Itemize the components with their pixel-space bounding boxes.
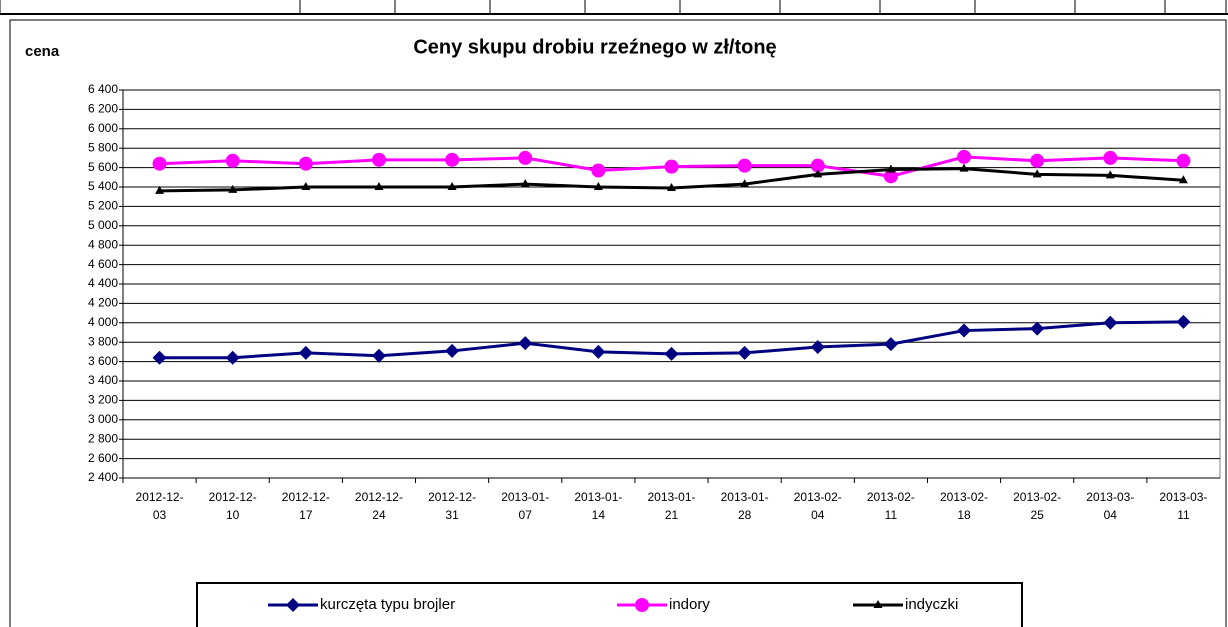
- y-axis-label: cena: [25, 43, 60, 60]
- point: [591, 344, 606, 359]
- x-tick-label: 2013-02- 11: [866, 490, 915, 522]
- point: [518, 150, 533, 165]
- x-tick-label: 2012-12- 17: [281, 490, 330, 522]
- y-tick-label: 5 000: [88, 218, 118, 232]
- point: [152, 350, 167, 365]
- y-tick-label: 2 400: [88, 470, 118, 484]
- point: [664, 346, 679, 361]
- point: [301, 182, 311, 190]
- point: [298, 345, 313, 360]
- y-tick-label: 4 800: [88, 237, 118, 251]
- point: [1030, 153, 1045, 168]
- x-tick-label: 2013-01- 21: [647, 490, 696, 522]
- point: [873, 600, 883, 608]
- point: [591, 163, 606, 178]
- point: [664, 159, 679, 174]
- y-tick-label: 5 800: [88, 140, 118, 154]
- point: [1176, 314, 1191, 329]
- y-tick-label: 4 600: [88, 257, 118, 271]
- point: [957, 323, 972, 338]
- legend-label: indyczki: [905, 596, 958, 613]
- point: [886, 164, 896, 173]
- sheet-strip: [0, 0, 1228, 15]
- x-tick-label: 2013-03- 04: [1086, 490, 1135, 522]
- y-tick-label: 6 200: [88, 102, 118, 116]
- point: [152, 156, 167, 171]
- point: [813, 169, 823, 178]
- point: [737, 345, 752, 360]
- legend-label: indory: [669, 596, 710, 613]
- point: [1178, 175, 1188, 184]
- point: [593, 182, 603, 190]
- x-tick-label: 2013-02- 04: [793, 490, 842, 522]
- y-tick-label: 4 200: [88, 296, 118, 310]
- y-tick-label: 4 400: [88, 276, 118, 290]
- point: [1103, 150, 1118, 165]
- point: [959, 163, 969, 172]
- y-tick-label: 3 400: [88, 373, 118, 387]
- point: [1176, 153, 1191, 168]
- y-tick-label: 2 800: [88, 431, 118, 445]
- point: [810, 340, 825, 355]
- y-tick-label: 3 000: [88, 412, 118, 426]
- x-tick-label: 2012-12- 31: [428, 490, 477, 522]
- point: [883, 169, 898, 184]
- point: [228, 184, 238, 193]
- legend-label: kurczęta typu brojler: [320, 596, 455, 613]
- point: [1032, 169, 1042, 178]
- series: [152, 314, 1191, 365]
- chart-title: Ceny skupu drobiu rzeźnego w zł/tonę: [413, 36, 776, 58]
- point: [225, 350, 240, 365]
- point: [445, 152, 460, 167]
- point: [225, 153, 240, 168]
- y-tick-label: 5 400: [88, 179, 118, 193]
- x-tick-label: 2013-01- 14: [574, 490, 623, 522]
- x-tick-label: 2012-12- 24: [354, 490, 403, 522]
- point: [371, 152, 386, 167]
- point: [1105, 170, 1115, 179]
- point: [445, 343, 460, 358]
- y-tick-label: 3 200: [88, 393, 118, 407]
- x-tick-label: 2013-02- 18: [940, 490, 989, 522]
- y-tick-label: 6 000: [88, 121, 118, 135]
- y-tick-label: 2 600: [88, 451, 118, 465]
- point: [518, 336, 533, 351]
- y-tick-label: 3 600: [88, 354, 118, 368]
- point: [1030, 321, 1045, 336]
- point: [957, 149, 972, 164]
- point: [810, 158, 825, 173]
- point: [635, 598, 649, 612]
- x-tick-label: 2013-03- 11: [1159, 490, 1208, 522]
- y-tick-label: 4 000: [88, 315, 118, 329]
- x-tick-label: 2012-12- 10: [208, 490, 257, 522]
- x-tick-label: 2013-01- 28: [720, 490, 769, 522]
- point: [883, 337, 898, 352]
- point: [155, 185, 165, 194]
- x-tick-label: 2012-12- 03: [135, 490, 184, 522]
- point: [1103, 315, 1118, 330]
- series: [152, 149, 1191, 184]
- y-tick-label: 5 600: [88, 160, 118, 174]
- point: [374, 182, 384, 190]
- y-tick-label: 5 200: [88, 199, 118, 213]
- y-tick-label: 6 400: [88, 82, 118, 96]
- point: [298, 156, 313, 171]
- point: [520, 179, 530, 188]
- point: [286, 598, 300, 612]
- y-tick-label: 3 800: [88, 334, 118, 348]
- point: [740, 179, 750, 188]
- point: [371, 348, 386, 363]
- point: [447, 182, 457, 190]
- series: [155, 163, 1188, 194]
- point: [737, 158, 752, 173]
- x-tick-label: 2013-01- 07: [501, 490, 550, 522]
- point: [667, 182, 676, 191]
- x-tick-label: 2013-02- 25: [1013, 490, 1062, 522]
